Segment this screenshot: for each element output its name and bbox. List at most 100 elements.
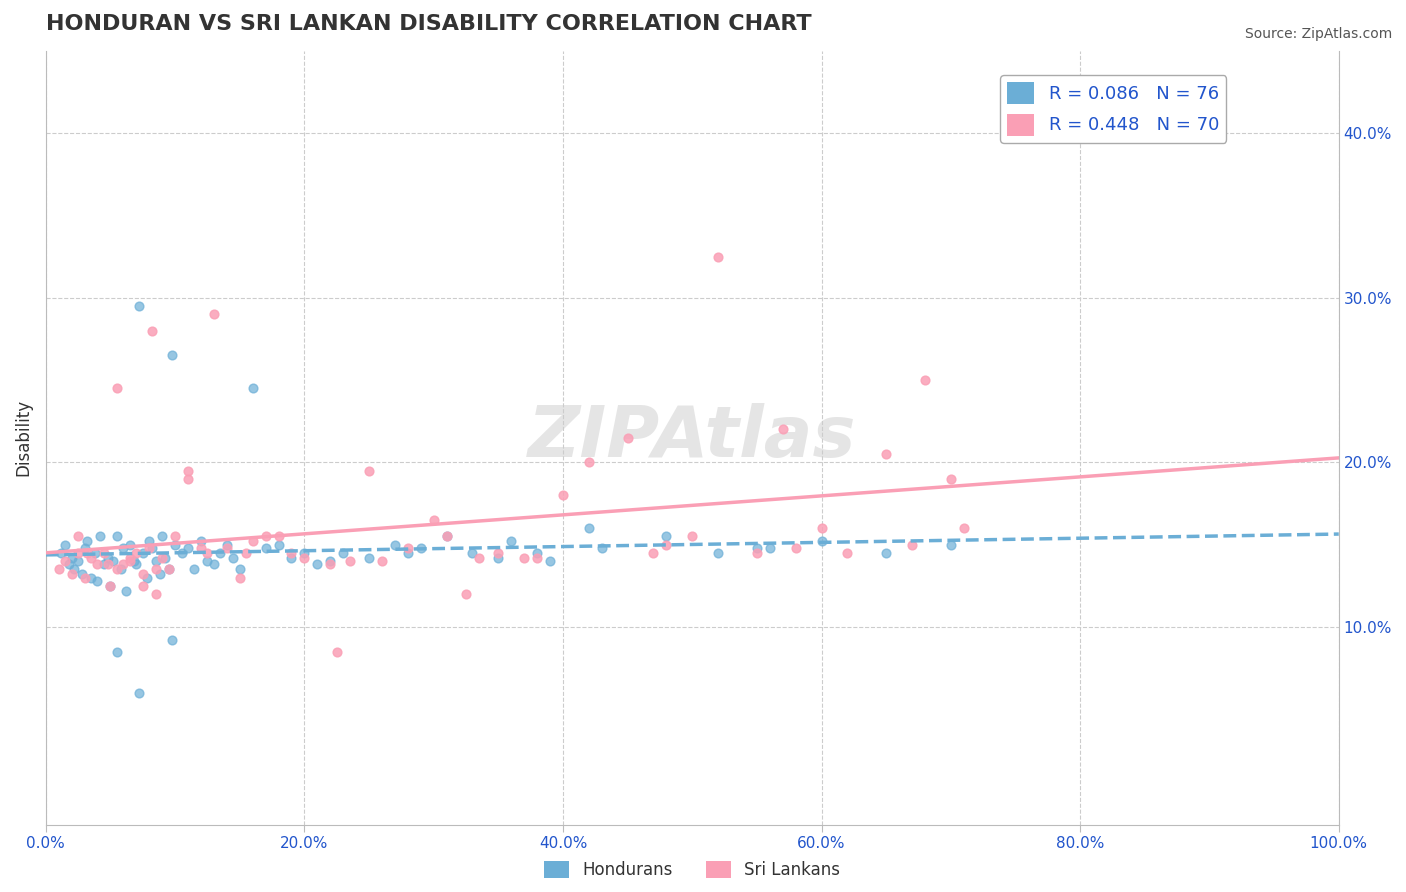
Point [952,521,974,535]
Point [197,546,219,560]
Point [222,550,245,565]
Point [643,546,665,560]
Text: Source: ZipAtlas.com: Source: ZipAtlas.com [1244,27,1392,41]
Point [63,562,86,576]
Point [371,554,394,568]
Point [501,534,523,549]
Point [875,546,897,560]
Point [100,579,122,593]
Point [254,541,277,555]
Point [436,529,458,543]
Point [486,546,509,560]
Point [53,554,76,568]
Point [468,550,491,565]
Point [422,513,444,527]
Point [165,538,187,552]
Point [60,567,83,582]
Point [183,562,205,576]
Point [105,562,128,576]
Point [177,541,200,555]
Point [810,521,832,535]
Point [339,554,361,568]
Point [280,546,302,560]
Point [67,529,90,543]
Point [357,464,380,478]
Point [76,546,98,560]
Point [772,422,794,436]
Point [84,546,107,560]
Point [86,558,108,572]
Point [97,550,120,565]
Point [177,472,200,486]
Point [150,550,173,565]
Point [357,550,380,565]
Point [759,541,782,555]
Point [141,541,163,555]
Point [526,546,548,560]
Point [551,488,574,502]
Point [202,558,225,572]
Point [165,529,187,543]
Point [655,529,678,543]
Point [538,554,561,568]
Point [93,558,115,572]
Point [307,558,329,572]
Point [148,567,170,582]
Point [153,550,176,565]
Point [332,546,354,560]
Point [810,534,832,549]
Point [162,633,184,648]
Point [132,579,155,593]
Point [591,541,613,555]
Point [157,562,180,576]
Point [319,558,342,572]
Point [110,562,132,576]
Point [901,538,924,552]
Point [190,541,212,555]
Point [707,250,730,264]
Point [616,431,638,445]
Point [242,381,264,395]
Point [202,307,225,321]
Point [73,541,96,555]
Point [578,521,600,535]
Point [48,562,70,576]
Point [197,554,219,568]
Point [578,455,600,469]
Point [745,541,768,555]
Point [51,546,73,560]
Point [67,546,90,560]
Point [105,645,128,659]
Y-axis label: Disability: Disability [14,399,32,476]
Legend: Hondurans, Sri Lankans: Hondurans, Sri Lankans [537,855,848,886]
Point [89,529,111,543]
Point [97,558,120,572]
Point [138,541,160,555]
Point [157,562,180,576]
Point [513,550,536,565]
Point [254,529,277,543]
Point [125,546,148,560]
Point [70,567,93,582]
Point [292,550,315,565]
Point [105,381,128,395]
Point [229,562,252,576]
Point [242,534,264,549]
Point [486,550,509,565]
Point [939,472,962,486]
Point [138,534,160,549]
Point [235,546,257,560]
Point [118,550,141,565]
Point [118,538,141,552]
Point [785,541,807,555]
Point [215,541,238,555]
Point [745,546,768,560]
Text: HONDURAN VS SRI LANKAN DISABILITY CORRELATION CHART: HONDURAN VS SRI LANKAN DISABILITY CORREL… [46,14,811,34]
Point [190,534,212,549]
Point [93,546,115,560]
Point [141,324,163,338]
Point [875,447,897,461]
Point [76,534,98,549]
Point [145,562,167,576]
Point [292,546,315,560]
